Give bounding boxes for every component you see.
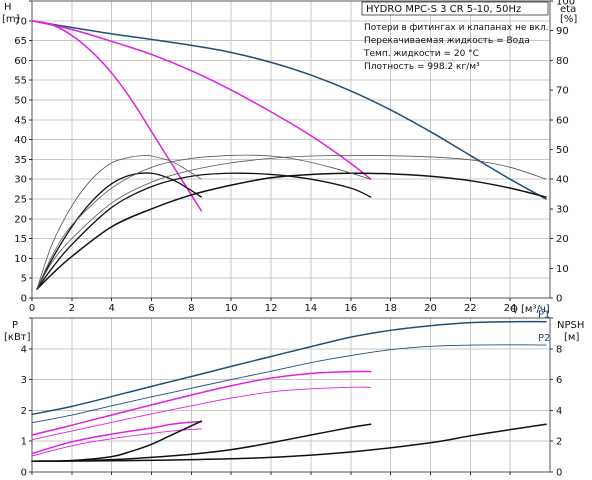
flow-xtick-label: 12 xyxy=(265,303,278,314)
head-y2tick-label: 0 xyxy=(556,294,562,305)
head-y2tick-label: 50 xyxy=(556,145,569,156)
power-grid xyxy=(32,318,550,472)
efficiency-axis-label: eta xyxy=(560,4,576,15)
power-axis-unit: [кВт] xyxy=(4,332,31,343)
head-ytick-label: 25 xyxy=(14,195,27,206)
head-series-line-2 xyxy=(31,20,203,212)
head-series-line-7 xyxy=(36,154,372,290)
head-series-line-5 xyxy=(36,172,547,290)
flow-xtick-label: 2 xyxy=(69,303,75,314)
annotation-fitting-losses: Потери в фитингах и клапанах не вкл. xyxy=(364,23,549,33)
flow-xtick-label: 6 xyxy=(148,303,154,314)
npsh-axis-unit: [м] xyxy=(564,332,579,343)
power-y2tick-label: 6 xyxy=(556,375,562,386)
power-series-group: P1 P2 xyxy=(31,310,550,462)
head-y2tick-label: 10 xyxy=(556,264,569,275)
power-series-line-8 xyxy=(31,423,547,462)
head-grid xyxy=(32,1,550,298)
flow-axis-unit: [м³/ч] xyxy=(521,304,550,315)
power-series-line-2 xyxy=(31,370,372,436)
power-y2tick-label: 0 xyxy=(556,468,562,479)
head-y2tick-label: 80 xyxy=(556,56,569,67)
power-ytick-label: 1 xyxy=(21,437,27,448)
head-series-line-0 xyxy=(31,20,547,200)
head-y2tick-label: 90 xyxy=(556,26,569,37)
head-ytick-label: 50 xyxy=(14,96,27,107)
flow-xtick-label: 24 xyxy=(504,303,517,314)
head-series-line-8 xyxy=(36,155,547,290)
annotation-density: Плотность = 998.2 кг/м³ xyxy=(364,62,480,72)
power-axis-label: P xyxy=(12,320,18,331)
power-ytick-label: 2 xyxy=(21,406,27,417)
power-y2tick-label: 2 xyxy=(556,437,562,448)
power-series-line-0 xyxy=(31,320,547,416)
head-y2tick-label: 70 xyxy=(556,86,569,97)
head-ytick-label: 65 xyxy=(14,36,27,47)
series-label-p1: P1 xyxy=(538,310,550,321)
chart-title-box xyxy=(361,1,549,16)
series-label-p2: P2 xyxy=(538,333,550,344)
head-ytick-label: 55 xyxy=(14,76,27,87)
head-series-group xyxy=(31,20,547,290)
power-series-line-1 xyxy=(31,344,547,424)
power-series-line-4 xyxy=(31,421,203,455)
flow-xtick-label: 8 xyxy=(188,303,194,314)
flow-xtick-label: 16 xyxy=(344,303,357,314)
power-series-line-5 xyxy=(31,428,202,457)
head-y2tick-label: 60 xyxy=(556,115,569,126)
flow-xtick-label: 14 xyxy=(305,303,318,314)
head-series-line-1 xyxy=(31,20,372,180)
flow-xtick-label: 20 xyxy=(424,303,437,314)
head-ytick-label: 30 xyxy=(14,175,27,186)
chart-title: HYDRO MPC-S 3 CR 5-10, 50Hz xyxy=(366,4,521,15)
head-y2tick-label: 30 xyxy=(556,204,569,215)
power-plot-frame xyxy=(31,317,551,473)
annotation-temperature: Темп. жидкости = 20 °C xyxy=(363,49,479,59)
flow-xtick-label: 0 xyxy=(29,303,35,314)
power-ytick-label: 3 xyxy=(21,375,27,386)
head-ytick-label: 35 xyxy=(14,155,27,166)
head-y2tick-label: 100 xyxy=(556,0,575,8)
annotation-liquid: Перекачиваемая жидкость = Вода xyxy=(364,36,530,46)
flow-xtick-label: 18 xyxy=(384,303,397,314)
efficiency-axis-unit: [%] xyxy=(560,14,577,25)
head-ytick-label: 60 xyxy=(14,56,27,67)
head-series-line-4 xyxy=(36,172,372,290)
head-y2tick-label: 40 xyxy=(556,175,569,186)
head-ytick-label: 20 xyxy=(14,214,27,225)
head-ytick-label: 0 xyxy=(21,294,27,305)
flow-xtick-label: 4 xyxy=(109,303,115,314)
flow-xtick-label: 10 xyxy=(225,303,238,314)
flow-axis-label: Q xyxy=(510,304,518,315)
head-ytick-label: 10 xyxy=(14,254,27,265)
head-ytick-label: 40 xyxy=(14,135,27,146)
head-series-line-6 xyxy=(36,154,202,290)
power-ytick-label: 0 xyxy=(21,468,27,479)
power-series-line-3 xyxy=(31,386,372,441)
head-ticks: 0510152025303540455055606570010203040506… xyxy=(14,0,575,314)
head-axis-label: H xyxy=(4,2,12,13)
head-ytick-label: 15 xyxy=(14,234,27,245)
head-ytick-label: 45 xyxy=(14,115,27,126)
head-series-line-3 xyxy=(36,172,202,290)
head-y2tick-label: 20 xyxy=(556,234,569,245)
npsh-axis-label: NPSH xyxy=(557,320,584,331)
head-ytick-label: 5 xyxy=(21,274,27,285)
power-y2tick-label: 4 xyxy=(556,406,562,417)
flow-xtick-label: 22 xyxy=(464,303,477,314)
power-y2tick-label: 8 xyxy=(556,344,562,355)
power-ticks: 0 1 2 3 4 0 2 4 6 8 xyxy=(21,317,562,479)
power-ytick-label: 4 xyxy=(21,344,27,355)
head-ytick-label: 70 xyxy=(14,16,27,27)
head-axis-unit: [m] xyxy=(2,14,20,25)
